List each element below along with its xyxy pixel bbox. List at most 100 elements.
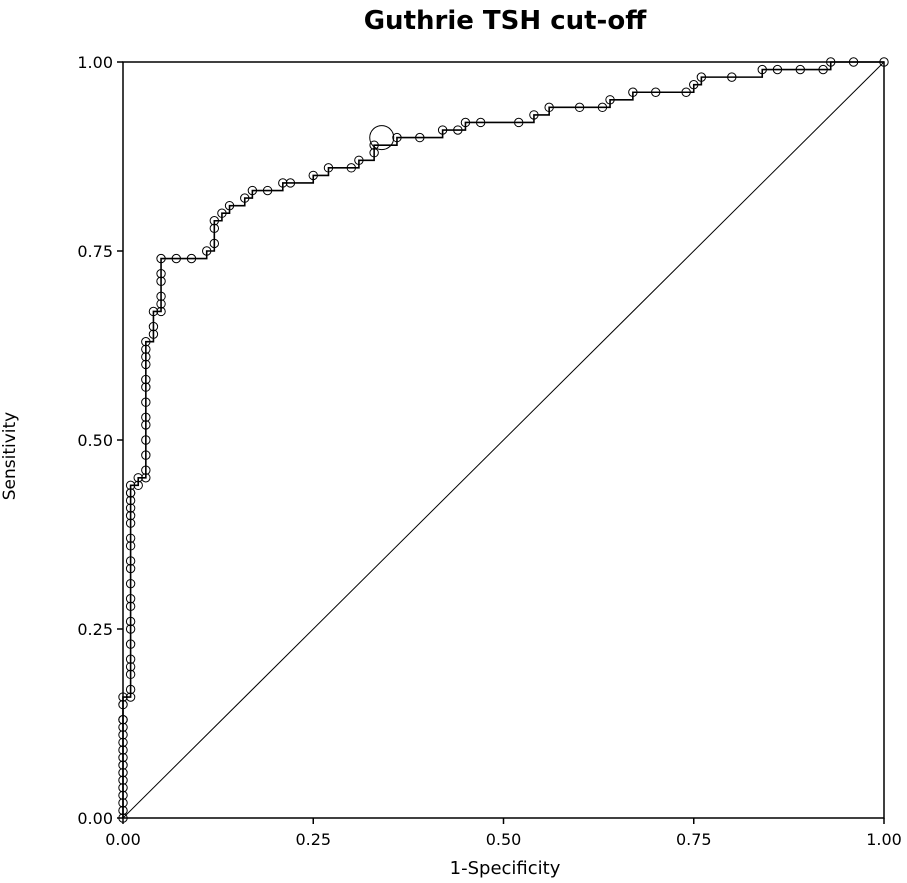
roc-point	[772, 64, 783, 75]
roc-point	[156, 253, 166, 264]
roc-point	[125, 541, 136, 551]
roc-point	[262, 185, 273, 196]
roc-point	[346, 163, 356, 173]
roc-point	[125, 654, 136, 664]
roc-point	[392, 132, 402, 143]
roc-point	[826, 57, 836, 67]
y-tick-label: 0.50	[77, 431, 113, 450]
roc-point	[209, 223, 220, 234]
x-tick-label: 0.50	[486, 830, 522, 849]
x-axis-label: 1-Specificity	[449, 858, 561, 879]
chart-title: Guthrie TSH cut-off	[363, 6, 647, 36]
roc-point	[795, 64, 805, 75]
roc-point	[125, 556, 136, 566]
roc-point	[529, 110, 539, 120]
roc-point	[118, 692, 128, 702]
roc-point	[118, 715, 128, 725]
roc-point	[202, 246, 212, 256]
roc-point	[118, 767, 128, 778]
roc-point	[475, 117, 486, 128]
roc-point	[125, 669, 136, 680]
roc-point	[308, 170, 318, 181]
roc-point	[574, 102, 585, 113]
reference-diagonal	[122, 61, 885, 819]
roc-point	[597, 102, 608, 113]
roc-point	[125, 624, 136, 634]
roc-curve	[122, 61, 884, 818]
cutoff-point-marker	[369, 125, 395, 151]
roc-point	[247, 185, 258, 196]
roc-point	[818, 64, 828, 75]
roc-point	[224, 200, 235, 211]
roc-point	[369, 148, 379, 158]
roc-curve-line	[122, 61, 884, 818]
roc-point	[727, 72, 737, 82]
roc-point	[141, 397, 151, 407]
roc-point	[125, 495, 136, 506]
roc-point	[148, 321, 159, 332]
roc-point	[125, 510, 136, 521]
roc-point	[118, 783, 128, 793]
roc-point	[437, 125, 448, 135]
roc-point	[186, 253, 197, 264]
roc-point	[369, 140, 379, 150]
roc-point	[125, 563, 136, 574]
roc-point	[848, 57, 859, 67]
roc-point	[125, 578, 136, 589]
roc-point	[141, 465, 151, 475]
roc-point	[118, 722, 128, 732]
roc-point	[118, 699, 128, 710]
roc-point	[757, 64, 767, 75]
roc-point	[879, 57, 889, 67]
roc-point	[118, 805, 128, 816]
x-tick-label: 1.00	[866, 830, 902, 849]
roc-point	[141, 344, 151, 354]
roc-point	[696, 72, 707, 82]
roc-point	[125, 639, 136, 649]
roc-point	[125, 480, 136, 491]
reference-line	[122, 61, 885, 819]
roc-point	[125, 662, 136, 672]
roc-point	[323, 163, 334, 173]
roc-point	[209, 216, 220, 226]
roc-point	[209, 238, 220, 249]
roc-point	[156, 276, 166, 286]
roc-point	[148, 329, 159, 339]
roc-point	[118, 752, 128, 763]
roc-point	[460, 117, 471, 128]
roc-point	[628, 87, 638, 97]
roc-point	[141, 352, 151, 362]
roc-point	[156, 306, 166, 317]
roc-point	[141, 359, 151, 370]
roc-point	[125, 488, 136, 498]
roc-point	[141, 382, 151, 392]
roc-point	[125, 616, 136, 627]
roc-point	[118, 745, 128, 755]
roc-point	[605, 95, 615, 105]
roc-point	[118, 813, 128, 823]
roc-point	[133, 473, 143, 483]
roc-point	[125, 601, 136, 612]
roc-points	[118, 57, 889, 823]
roc-point	[125, 684, 136, 695]
roc-point	[514, 117, 524, 128]
roc-point	[141, 337, 151, 347]
roc-point	[171, 253, 181, 264]
roc-point	[453, 125, 463, 135]
x-tick-label: 0.25	[295, 830, 331, 849]
roc-point	[217, 208, 227, 218]
roc-point	[118, 775, 128, 785]
roc-point	[141, 420, 151, 430]
roc-point	[141, 412, 151, 423]
roc-point	[354, 155, 364, 165]
roc-point	[148, 306, 159, 317]
roc-point	[118, 760, 128, 770]
roc-point	[681, 87, 691, 97]
roc-point	[125, 594, 136, 604]
roc-point	[415, 132, 425, 143]
roc-point	[141, 374, 151, 385]
y-tick-label: 1.00	[77, 53, 113, 72]
roc-point	[125, 533, 136, 543]
roc-point	[125, 692, 136, 702]
roc-point	[544, 102, 554, 113]
